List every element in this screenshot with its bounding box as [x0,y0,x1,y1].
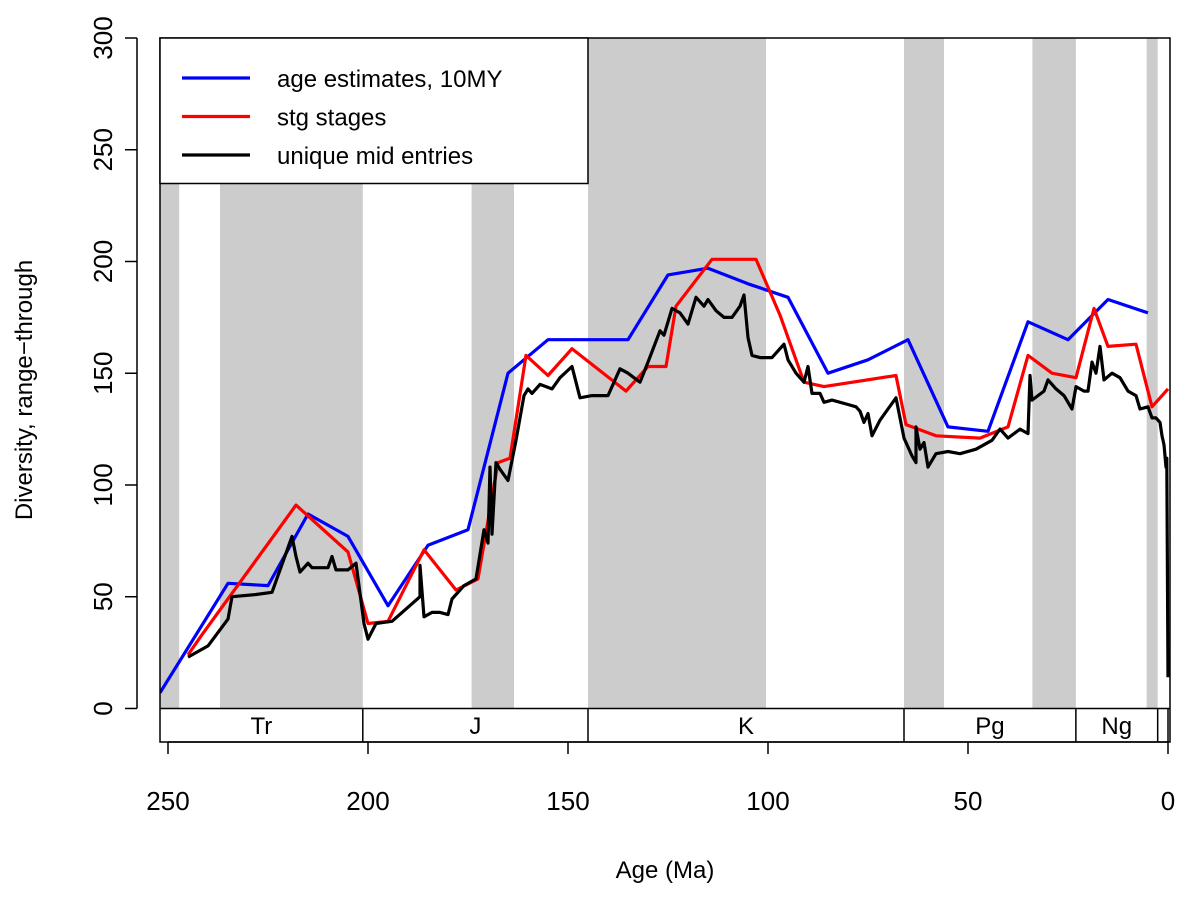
period-label: Pg [975,713,1004,740]
y-tick-label: 200 [88,240,118,283]
legend: age estimates, 10MY stg stages unique mid … [159,37,589,185]
x-tick-label: 200 [346,786,389,816]
period-label: Ng [1101,713,1132,740]
x-tick-label: 150 [546,786,589,816]
y-tick-label: 50 [88,582,118,611]
y-axis-title: Diversity, range−through [11,260,38,520]
y-tick-label: 0 [88,701,118,715]
series-line [187,293,1170,678]
x-tick-label: 50 [954,786,983,816]
shaded-interval [1146,38,1158,709]
y-tick-label: 100 [88,463,118,506]
legend-label: stg stages [277,105,386,132]
legend-label: age estimates, 10MY [277,66,502,93]
legend-box [159,37,589,185]
series-line [186,257,1170,656]
shaded-interval [588,38,766,709]
x-axis-title: Age (Ma) [616,857,715,884]
period-label: K [738,713,754,740]
lines [160,257,1170,694]
period-label: J [469,713,481,740]
y-tick-label: 250 [88,128,118,171]
shaded-bands [160,38,1158,709]
period-label: Tr [251,713,273,740]
x-tick-label: 250 [146,786,189,816]
x-tick-label: 0 [1161,786,1175,816]
x-tick-label: 100 [746,786,789,816]
y-tick-label: 150 [88,352,118,395]
legend-label: unique mid entries [277,143,473,170]
series-line [160,266,1149,694]
frame: Tr J K Pg Ng 0 50 100 150 200 250 300 250 200 150 100 50… [88,16,1175,816]
shaded-interval [160,38,180,709]
y-tick-label: 300 [88,16,118,59]
